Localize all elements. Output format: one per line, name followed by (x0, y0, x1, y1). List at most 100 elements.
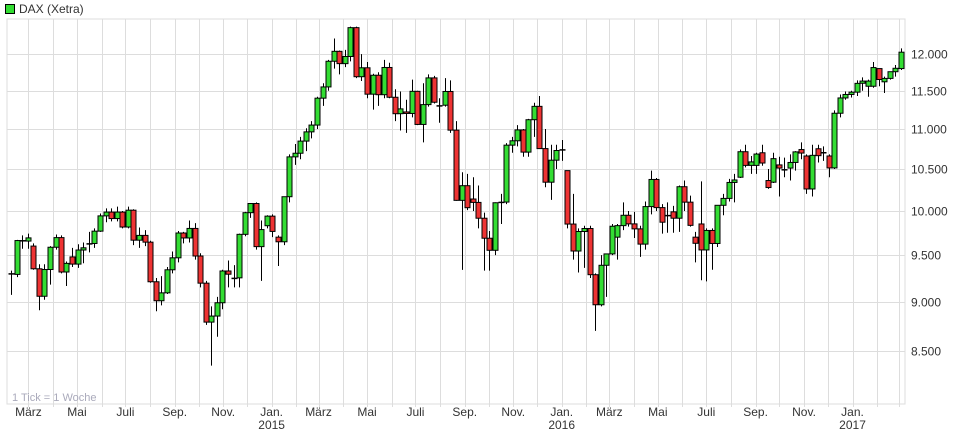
x-year-label: 2015 (258, 418, 285, 432)
candle (103, 208, 110, 223)
y-tick-label: 10.500 (911, 163, 948, 177)
candle (575, 228, 582, 273)
candle-body-down (826, 155, 833, 169)
candle-body-down (353, 27, 360, 78)
candle-body-down (36, 268, 43, 297)
candle-body-up (308, 124, 315, 133)
candle-body-up (514, 129, 521, 142)
candle (30, 243, 37, 270)
candle-body-up (642, 206, 649, 245)
candle-body-down (470, 198, 477, 203)
candle (253, 202, 260, 250)
candle (570, 193, 577, 260)
candle-body-up (258, 229, 265, 248)
candle (625, 210, 632, 227)
x-tick-label: Mai (357, 405, 376, 419)
candle (503, 143, 510, 205)
candle-body-up (242, 212, 249, 235)
candle-body-down (253, 203, 260, 248)
candle-body-down (153, 281, 160, 302)
candle (242, 211, 249, 237)
candle-body-down (798, 149, 805, 154)
candle-body-down (197, 255, 204, 284)
candle (108, 208, 115, 222)
x-tick-label: Jan. (841, 405, 864, 419)
candle (63, 261, 70, 286)
candle-body-up (219, 270, 226, 304)
candle (859, 77, 866, 91)
x-tick-label: März (15, 405, 42, 419)
candle (269, 214, 276, 238)
candle (598, 255, 605, 307)
candle (447, 80, 454, 133)
candle (631, 211, 638, 239)
candle (748, 155, 755, 174)
candle (36, 264, 43, 311)
candle (308, 121, 315, 139)
candle (97, 213, 104, 232)
candle-body-down (392, 96, 399, 115)
candle-body-down (631, 223, 638, 230)
candle (809, 144, 816, 197)
candle (898, 48, 905, 71)
candle-body-up (575, 231, 582, 252)
candle (69, 247, 76, 267)
candle (180, 231, 187, 244)
candle-body-up (703, 229, 710, 251)
candle (264, 215, 271, 229)
candle (409, 79, 416, 118)
candle-body-up (603, 253, 610, 266)
candle-body-down (625, 214, 632, 225)
candle (559, 139, 566, 161)
candle-body-up (648, 178, 655, 208)
candle-body-up (887, 71, 894, 79)
candle-body-up (770, 158, 777, 183)
candle (792, 151, 799, 171)
candle-body-up (175, 232, 182, 259)
candle-body-up (492, 202, 499, 251)
candle-body-up (303, 131, 310, 142)
candle (125, 206, 132, 229)
candle-body-down (520, 129, 527, 153)
candle-body-down (147, 241, 154, 283)
candle (676, 185, 683, 232)
candle (219, 269, 226, 310)
candle (653, 178, 660, 211)
candle (698, 181, 705, 281)
y-tick-label: 10.000 (911, 205, 948, 219)
candle-body-up (292, 152, 299, 158)
candle-body-up (158, 292, 165, 302)
x-tick-label: Sep. (452, 405, 477, 419)
candle (492, 202, 499, 256)
candle-body-up (397, 108, 404, 115)
candle (353, 26, 360, 79)
candle (514, 125, 521, 147)
candle (41, 264, 48, 300)
candle (609, 223, 616, 256)
candle-body-up (620, 214, 627, 227)
candle-body-down (481, 217, 488, 239)
candle (887, 71, 894, 80)
x-tick-label: Juli (406, 405, 424, 419)
candle-body-down (336, 50, 343, 65)
candle-body-up (125, 209, 132, 228)
candle-body-up (792, 151, 799, 163)
candle-body-up (854, 82, 861, 93)
candle-body-down (687, 201, 694, 226)
candle-body-up (75, 249, 82, 265)
candle-body-up (347, 27, 354, 57)
candle-body-up (325, 60, 332, 88)
legend-label: DAX (Xetra) (19, 2, 84, 16)
axes: 8.500 9.000 9.500 10.000 10.500 11.000 11.500 1… (15, 48, 948, 433)
candle (14, 239, 21, 278)
x-tick-label: Sep. (743, 405, 768, 419)
candle (286, 154, 293, 203)
candle (25, 233, 32, 249)
candle (297, 136, 304, 160)
candle (731, 173, 738, 203)
x-tick-label: Jan. (260, 405, 283, 419)
candle-body-down (486, 237, 493, 251)
candle (703, 228, 710, 282)
candle-body-up (370, 74, 377, 95)
candle-body-down (108, 211, 115, 220)
